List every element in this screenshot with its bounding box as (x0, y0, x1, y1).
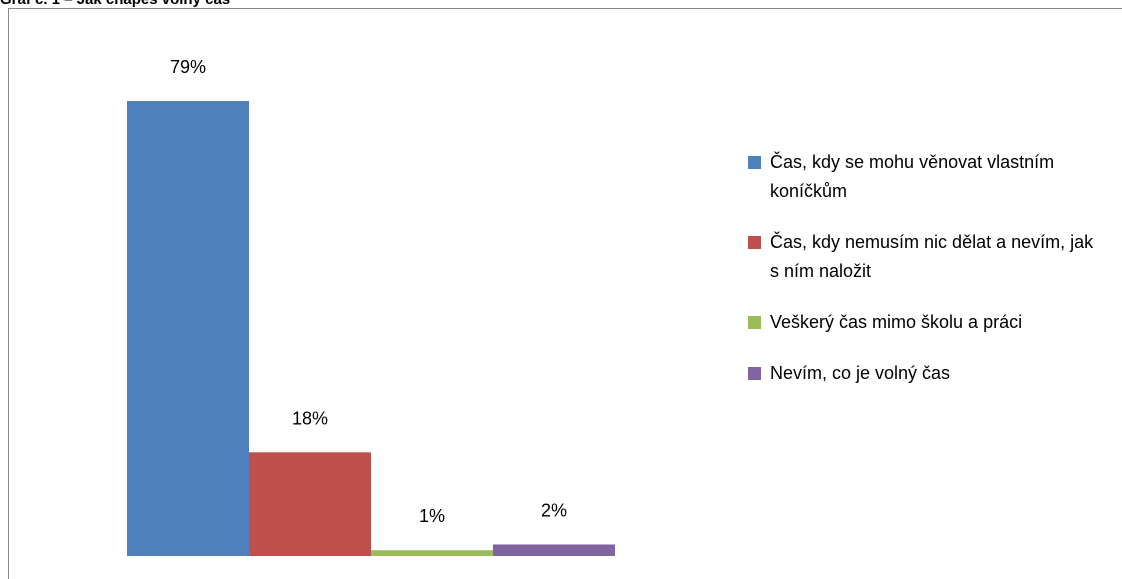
legend-label: Veškerý čas mimo školu a práci (770, 312, 1023, 332)
legend-label: Nevím, co je volný čas (770, 363, 951, 383)
bar (493, 544, 615, 556)
legend-label: Čas, kdy se mohu věnovat vlastním koníčk… (770, 152, 1055, 201)
bar (371, 550, 493, 556)
bar (249, 452, 371, 556)
legend-item: Nevím, co je volný čas (748, 359, 1103, 388)
value-label: 18% (292, 408, 328, 428)
legend-swatch (748, 156, 761, 169)
legend-item: Čas, kdy nemusím nic dělat a nevím, jak … (748, 228, 1103, 286)
legend: Čas, kdy se mohu věnovat vlastním koníčk… (748, 148, 1103, 410)
legend-item: Veškerý čas mimo školu a práci (748, 308, 1103, 337)
value-label: 2% (541, 500, 567, 520)
value-label: 79% (170, 57, 206, 77)
legend-swatch (748, 316, 761, 329)
legend-label: Čas, kdy nemusím nic dělat a nevím, jak … (770, 232, 1094, 281)
legend-item: Čas, kdy se mohu věnovat vlastním koníčk… (748, 148, 1103, 206)
bar (127, 101, 249, 556)
chart-frame (8, 8, 1122, 579)
value-label: 1% (419, 506, 445, 526)
legend-swatch (748, 367, 761, 380)
legend-swatch (748, 236, 761, 249)
chart-title: Graf č. 1 – Jak chápeš volný čas (0, 0, 230, 8)
